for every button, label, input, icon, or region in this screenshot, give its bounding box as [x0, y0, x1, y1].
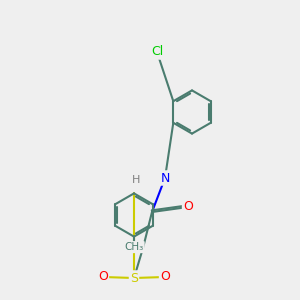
Text: O: O: [160, 271, 170, 284]
Text: S: S: [130, 272, 138, 284]
Text: H: H: [132, 175, 140, 185]
Text: O: O: [183, 200, 193, 214]
Text: N: N: [160, 172, 170, 184]
Text: O: O: [98, 271, 108, 284]
Text: Cl: Cl: [151, 46, 163, 59]
Text: CH₃: CH₃: [124, 242, 144, 252]
